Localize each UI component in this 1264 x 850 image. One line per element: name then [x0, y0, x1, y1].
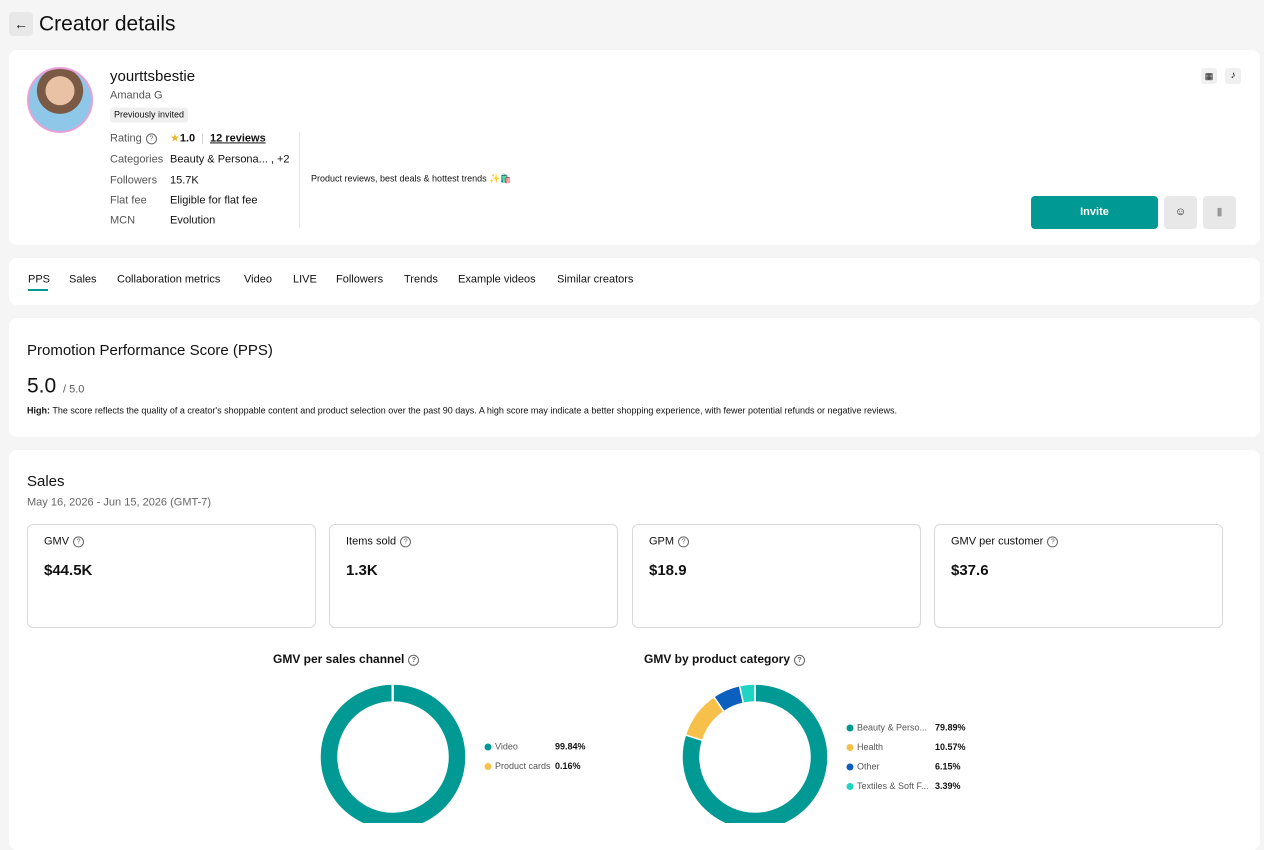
- metric-label-text: GPM: [649, 535, 675, 548]
- legend-dot: [484, 743, 492, 751]
- help-icon[interactable]: ?: [678, 536, 690, 548]
- donut-segment: [681, 683, 829, 823]
- legend-dot: [846, 763, 854, 771]
- sales-title: Sales: [27, 473, 65, 490]
- metric-value: 1.3K: [346, 562, 378, 579]
- legend-label: Beauty & Perso...: [857, 722, 927, 732]
- tiktok-icon[interactable]: ♪: [1225, 68, 1241, 84]
- help-icon[interactable]: ?: [408, 654, 420, 666]
- legend-dot: [484, 763, 492, 770]
- tab[interactable]: LIVE: [293, 273, 317, 286]
- metric-value: $44.5K: [44, 562, 93, 579]
- pps-text: The score reflects the quality of a crea…: [52, 405, 898, 416]
- metric-label: GPM?: [649, 535, 690, 548]
- help-icon[interactable]: ?: [73, 536, 85, 548]
- detail-value: Eligible for flat fee: [170, 194, 258, 207]
- chart-title: GMV per sales channel?: [273, 651, 420, 666]
- detail-label: Followers: [110, 174, 158, 187]
- detail-label: Categories: [110, 153, 164, 166]
- legend-value: 3.39%: [935, 781, 961, 791]
- donut-segment: [319, 683, 467, 823]
- detail-value: Evolution: [170, 214, 216, 227]
- metric-card: Items sold? 1.3K: [329, 524, 618, 628]
- chart-title: GMV by product category?: [644, 651, 806, 666]
- metric-label-text: Items sold: [346, 535, 397, 548]
- rating-score: 1.0: [179, 132, 196, 145]
- tab[interactable]: Similar creators: [557, 273, 634, 286]
- pps-lead: High:: [27, 405, 50, 416]
- metric-card: GMV per customer? $37.6: [934, 524, 1223, 628]
- legend-value: 10.57%: [935, 742, 966, 752]
- metric-card: GPM? $18.9: [632, 524, 921, 628]
- pps-title: Promotion Performance Score (PPS): [27, 342, 273, 359]
- legend-value: 99.84%: [555, 741, 586, 751]
- chart-title-text: GMV per sales channel: [273, 651, 405, 666]
- tab[interactable]: PPS: [28, 273, 51, 286]
- detail-label: MCN: [110, 214, 136, 227]
- reviews-link[interactable]: 12 reviews: [210, 132, 266, 145]
- tab[interactable]: Collaboration metrics: [117, 273, 221, 286]
- invite-button[interactable]: Invite: [1031, 196, 1158, 229]
- sales-card: [9, 450, 1260, 850]
- detail-value: 15.7K: [170, 174, 199, 187]
- charts: Video 99.84% Product cards 0.16% Beauty & Pe…: [319, 683, 966, 823]
- legend-label: Textiles & Soft F...: [857, 781, 929, 791]
- badge: Previously invited: [110, 107, 189, 123]
- real-name: Amanda G: [110, 89, 163, 102]
- legend-dot: [846, 724, 854, 732]
- help-icon[interactable]: ?: [1047, 536, 1059, 548]
- pps-description: High: The score reflects the quality of …: [27, 406, 897, 417]
- chart-title-text: GMV by product category: [644, 651, 791, 666]
- donut-segment: [391, 683, 394, 703]
- save-button[interactable]: ▮: [1203, 196, 1236, 229]
- detail-label: Flat fee: [110, 194, 147, 207]
- sales-date: May 16, 2026 - Jun 15, 2026 (GMT-7): [27, 496, 212, 509]
- metric-label: Items sold?: [346, 535, 412, 548]
- tab[interactable]: Example videos: [458, 273, 536, 286]
- legend-label: Other: [857, 761, 880, 771]
- metric-label-text: GMV per customer: [951, 535, 1044, 548]
- qr-icon[interactable]: ▦: [1201, 68, 1217, 84]
- rating-value: ★1.0 | 12 reviews: [170, 132, 266, 145]
- legend-label: Health: [857, 742, 883, 752]
- pps-score: 5.0: [27, 374, 57, 398]
- avatar: [27, 67, 93, 133]
- divider: [299, 132, 300, 228]
- help-icon[interactable]: ?: [794, 654, 806, 666]
- legend-value: 79.89%: [935, 722, 966, 732]
- metric-label: GMV?: [44, 535, 85, 548]
- legend-dot: [846, 783, 854, 790]
- metric-value: $37.6: [951, 562, 989, 579]
- metric-value: $18.9: [649, 562, 687, 579]
- help-icon[interactable]: ?: [400, 536, 412, 548]
- legend-value: 0.16%: [555, 761, 581, 771]
- pps-card: [9, 318, 1260, 437]
- legend-label: Video: [495, 741, 518, 751]
- back-button[interactable]: ←: [9, 12, 33, 36]
- tab-underline: [28, 289, 48, 291]
- metric-card: GMV? $44.5K: [27, 524, 316, 628]
- username: yourttsbestie: [110, 68, 196, 85]
- bio: Product reviews, best deals & hottest tr…: [311, 173, 512, 184]
- page-title: Creator details: [39, 12, 176, 36]
- rating-label-text: Rating: [110, 132, 142, 145]
- legend-label: Product cards: [495, 761, 551, 771]
- legend-value: 6.15%: [935, 761, 961, 771]
- rating-label: Rating?: [110, 132, 157, 145]
- metric-label-text: GMV: [44, 535, 70, 548]
- page: ← Creator details yourttsbestie Amanda G…: [9, 12, 1260, 823]
- donut-segment: [738, 683, 756, 705]
- tab[interactable]: Trends: [404, 273, 438, 286]
- message-button[interactable]: ☺: [1164, 196, 1197, 229]
- pps-max: / 5.0: [63, 383, 85, 396]
- legend-dot: [846, 744, 854, 751]
- detail-value: Beauty & Persona... , +2: [170, 153, 290, 166]
- tab[interactable]: Video: [244, 273, 272, 286]
- tabs-card: [9, 258, 1260, 305]
- tab[interactable]: Followers: [336, 273, 384, 286]
- tab[interactable]: Sales: [69, 273, 97, 286]
- metric-label: GMV per customer?: [951, 535, 1059, 548]
